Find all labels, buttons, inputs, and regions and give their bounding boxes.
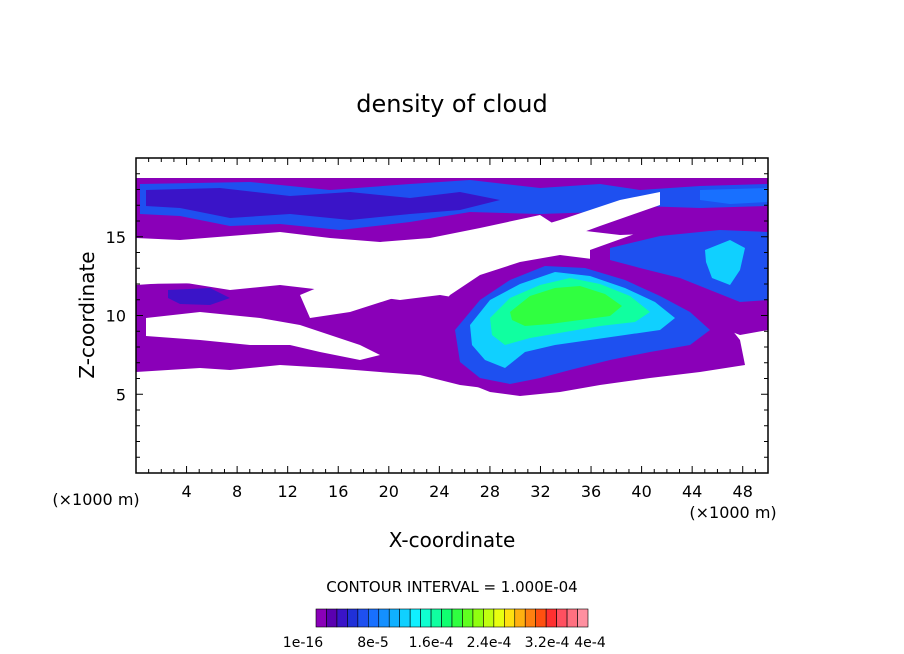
gap-strip (136, 275, 300, 284)
colorbar-swatch (535, 608, 547, 628)
colorbar-swatch (441, 608, 453, 628)
contour-interval-label: CONTOUR INTERVAL = 1.000E-04 (326, 578, 577, 596)
colorbar-swatch (451, 608, 463, 628)
colorbar-swatch (430, 608, 442, 628)
y-axis-ticks: 5 10 15 (106, 173, 768, 458)
gap-upper (300, 192, 660, 318)
colorbar-tick-label: 1.6e-4 (409, 635, 454, 651)
x-tick-label: 4 (181, 482, 191, 501)
x-axis-label: X-coordinate (389, 528, 516, 552)
y-tick-label: 10 (106, 307, 126, 326)
colorbar-swatch (378, 608, 390, 628)
right-arm-cyan (705, 240, 745, 285)
colorbar-swatch (347, 608, 359, 628)
x-tick-label: 8 (232, 482, 242, 501)
x-tick-label: 20 (379, 482, 399, 501)
lower-layer-blue (168, 288, 230, 305)
x-tick-label: 40 (631, 482, 651, 501)
colorbar (315, 608, 589, 628)
gap-left (146, 312, 380, 360)
x-tick-label: 36 (581, 482, 601, 501)
upper-layer-blue-3 (700, 188, 768, 204)
colorbar-tick-label: 3.2e-4 (525, 635, 570, 651)
colorbar-swatch (545, 608, 557, 628)
y-axis-label: Z-coordinate (75, 251, 99, 378)
colorbar-swatch (326, 608, 338, 628)
chart-title: density of cloud (356, 90, 547, 118)
colorbar-swatch (357, 608, 369, 628)
colorbar-swatch (315, 608, 327, 628)
upper-layer-blue-2 (146, 188, 500, 220)
colorbar-swatch (493, 608, 505, 628)
x-unit-label-right: (×1000 m) (689, 503, 776, 522)
colorbar-tick-label: 4e-4 (574, 635, 606, 651)
colorbar-labels: 1e-16 8e-5 1.6e-4 2.4e-4 3.2e-4 4e-4 (283, 635, 606, 651)
colorbar-swatch (566, 608, 578, 628)
colorbar-tick-label: 2.4e-4 (467, 635, 512, 651)
colorbar-swatch (524, 608, 536, 628)
x-tick-label: 48 (733, 482, 753, 501)
colorbar-swatch (556, 608, 568, 628)
colorbar-tick-label: 1e-16 (283, 635, 323, 651)
colorbar-swatch (409, 608, 421, 628)
x-tick-label: 12 (278, 482, 298, 501)
colorbar-swatch (472, 608, 484, 628)
colorbar-swatch (336, 608, 348, 628)
x-unit-label-left: (×1000 m) (52, 490, 139, 509)
colorbar-swatch (388, 608, 400, 628)
colorbar-swatch (577, 608, 589, 628)
colorbar-swatch (420, 608, 432, 628)
colorbar-swatch (399, 608, 411, 628)
x-tick-label: 16 (328, 482, 348, 501)
x-tick-label: 24 (429, 482, 449, 501)
colorbar-swatch (483, 608, 495, 628)
x-axis-ticks: 4 8 12 16 20 24 28 32 36 40 44 48 (148, 158, 756, 501)
x-tick-label: 32 (530, 482, 550, 501)
y-tick-label: 15 (106, 228, 126, 247)
main-cell-green (510, 286, 622, 326)
colorbar-swatch (462, 608, 474, 628)
colorbar-tick-label: 8e-5 (357, 635, 388, 651)
y-tick-label: 5 (116, 385, 126, 404)
x-tick-label: 44 (682, 482, 702, 501)
colorbar-swatch (504, 608, 516, 628)
x-tick-label: 28 (480, 482, 500, 501)
density-field (136, 178, 768, 396)
colorbar-swatch (514, 608, 526, 628)
colorbar-swatch (368, 608, 380, 628)
